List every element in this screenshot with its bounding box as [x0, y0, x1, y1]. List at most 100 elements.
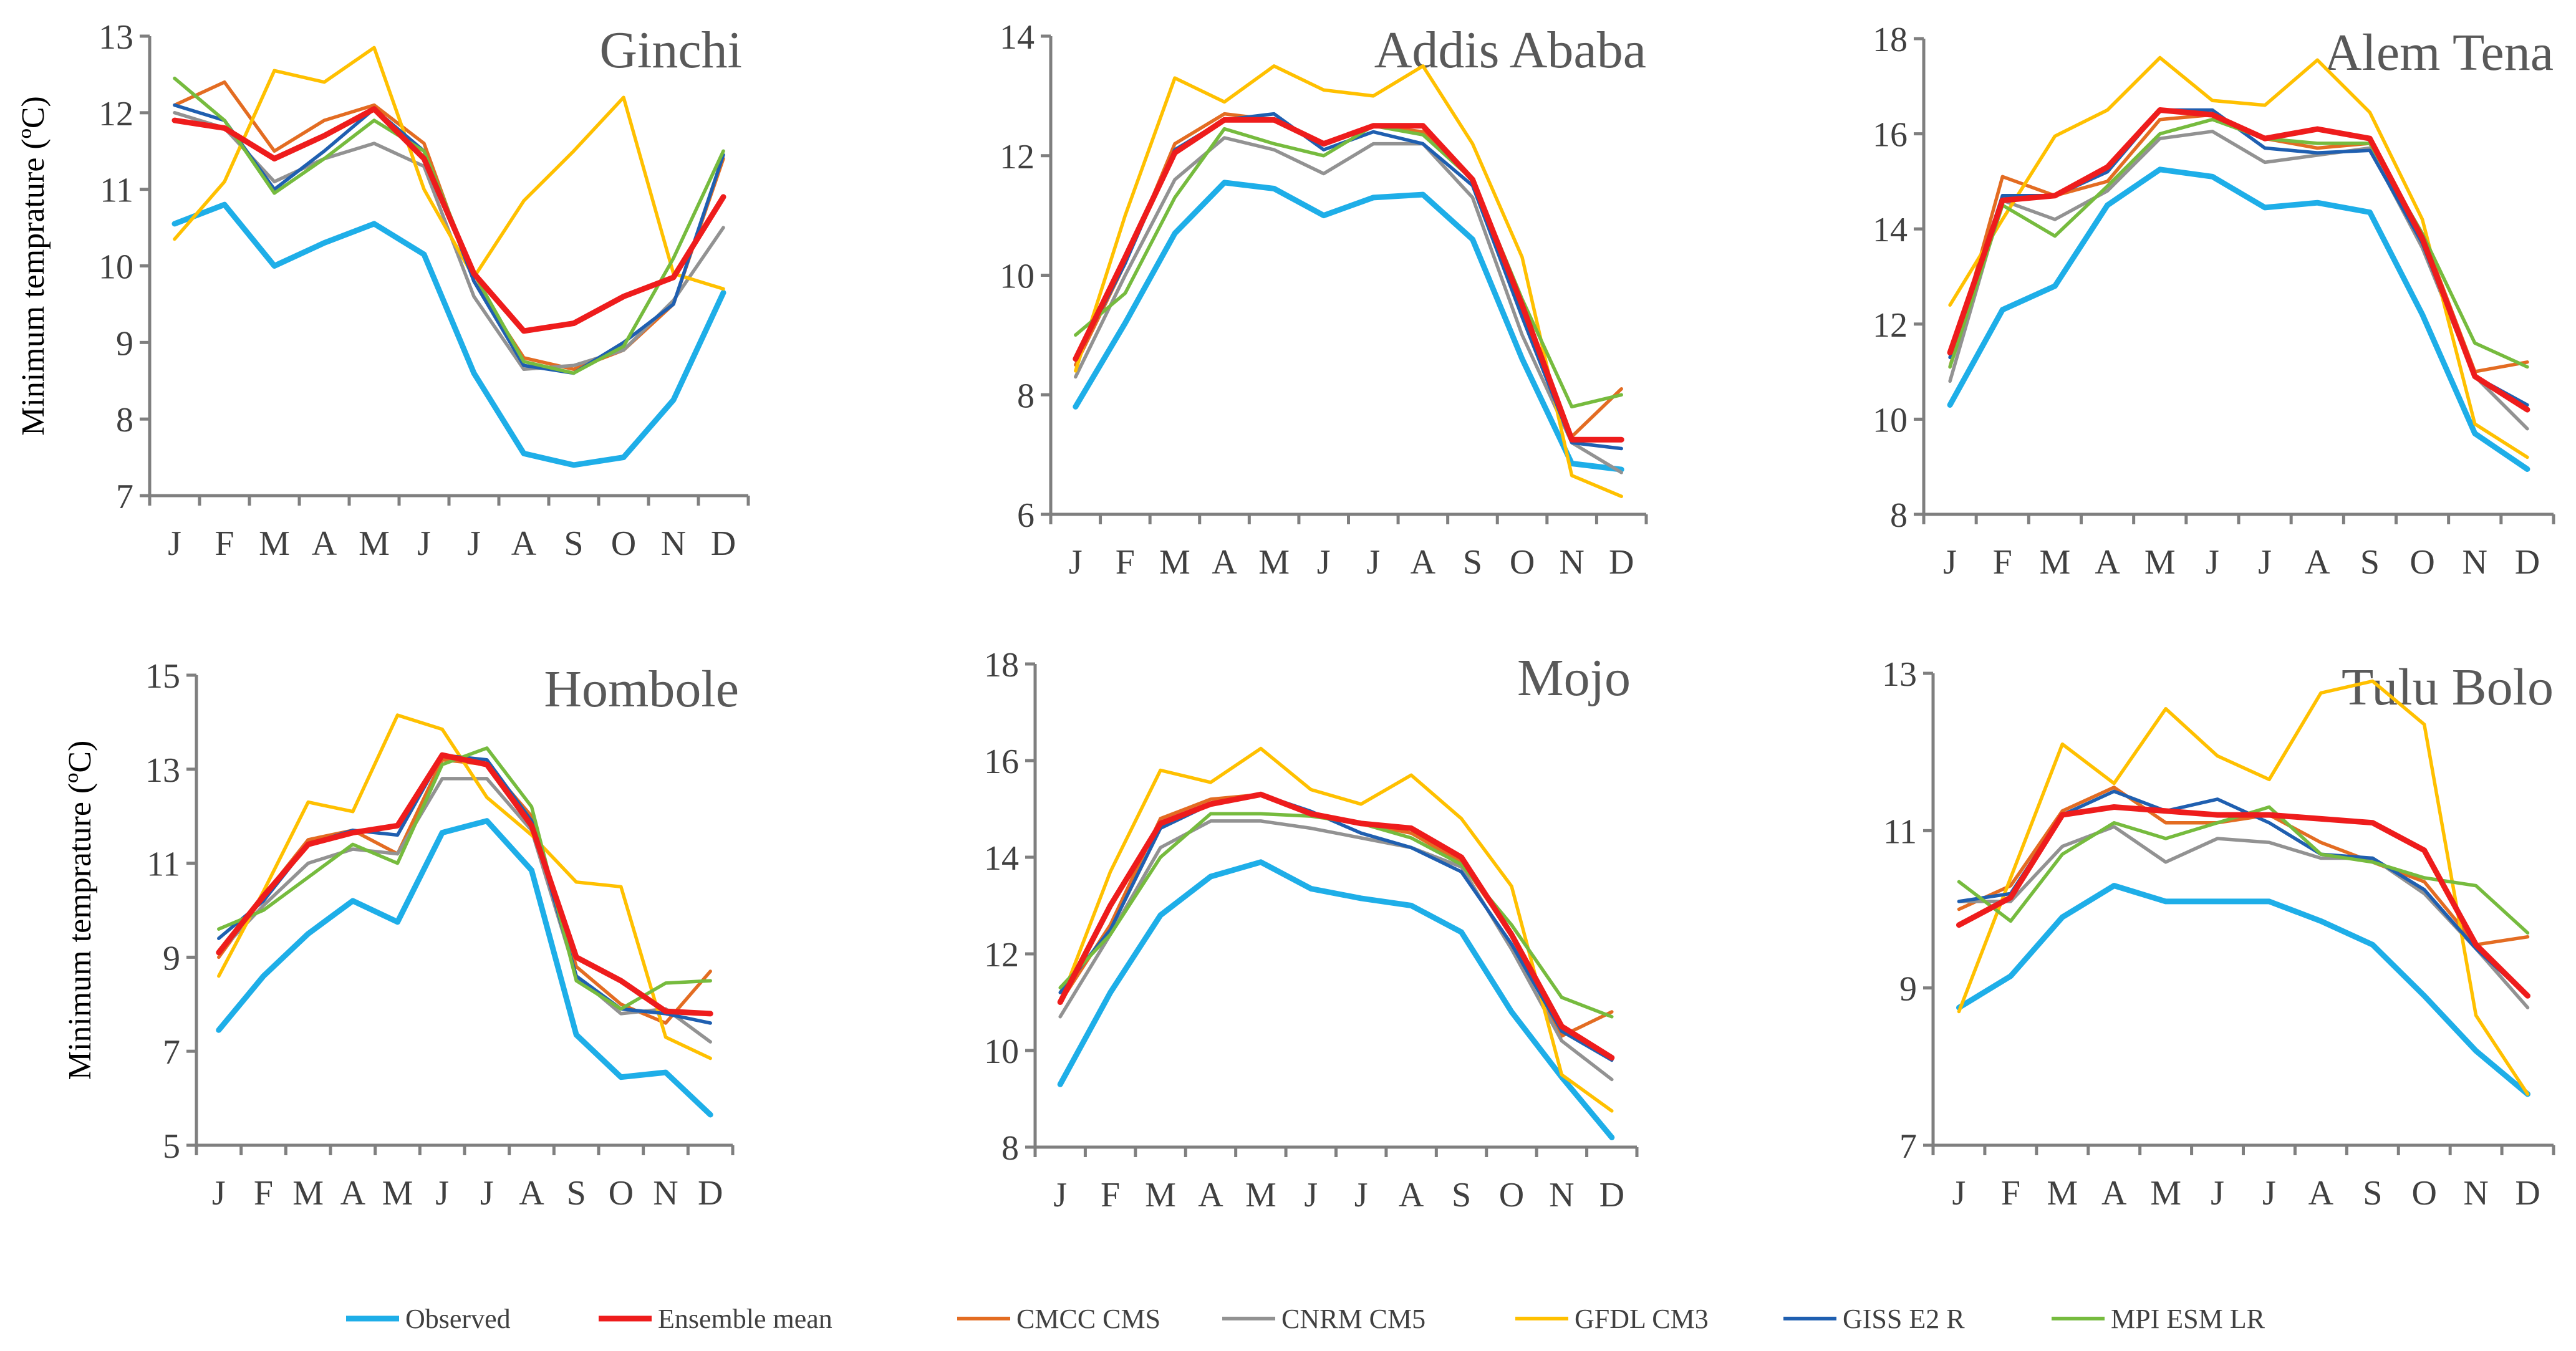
y-axis-title: Minimum temprature (ºC): [16, 96, 51, 436]
x-tick-label: D: [698, 1174, 723, 1213]
y-tick-label: 11: [147, 845, 180, 884]
x-tick-label: F: [1993, 543, 2012, 582]
x-tick-label: J: [2206, 543, 2219, 582]
y-tick-label: 16: [1873, 116, 1908, 155]
series-line-cmcc-cms: [1948, 113, 2529, 373]
x-tick-label: N: [2463, 543, 2487, 582]
x-tick-label: J: [2262, 1174, 2276, 1213]
x-tick-label: M: [2047, 1174, 2078, 1213]
y-tick-label: 14: [1873, 211, 1908, 249]
x-tick-label: F: [215, 524, 234, 563]
x-tick-label: O: [1510, 543, 1535, 582]
x-tick-label: A: [1399, 1176, 1424, 1214]
series-line-observed: [1947, 166, 2530, 472]
series-line-cnrm-cm5: [1074, 136, 1623, 474]
x-tick-label: M: [2144, 543, 2176, 582]
series-line-gfdl-cm3: [1074, 64, 1623, 498]
series-line-mpi-esm-lr: [1058, 812, 1614, 1019]
y-tick-label: 9: [163, 939, 180, 978]
x-tick-label: M: [382, 1174, 413, 1213]
x-tick-label: J: [1943, 543, 1957, 582]
y-tick-label: 7: [116, 478, 133, 516]
series-line-cmcc-cms: [1074, 112, 1623, 439]
y-tick-label: 13: [1882, 655, 1917, 694]
x-tick-label: O: [609, 1174, 634, 1213]
series-line-gfdl-cm3: [1058, 746, 1614, 1113]
x-tick-label: J: [168, 524, 181, 563]
y-tick-label: 12: [1873, 306, 1908, 345]
legend-label: GFDL CM3: [1575, 1304, 1709, 1334]
y-tick-label: 18: [984, 646, 1019, 685]
series-line-mpi-esm-lr: [1948, 117, 2529, 369]
x-tick-label: O: [2411, 1174, 2436, 1213]
y-tick-label: 12: [984, 936, 1019, 974]
x-tick-label: J: [1069, 543, 1083, 582]
y-tick-label: 10: [99, 248, 133, 287]
legend-label: GISS E2 R: [1843, 1304, 1965, 1334]
series-line-ensemble-mean: [1956, 804, 2530, 999]
x-tick-label: J: [1317, 543, 1331, 582]
x-tick-label: F: [1116, 543, 1135, 582]
x-tick-label: F: [254, 1174, 273, 1213]
x-tick-label: J: [2258, 543, 2272, 582]
x-tick-label: S: [567, 1174, 586, 1213]
series-line-ensemble-mean: [1057, 791, 1615, 1061]
x-tick-label: O: [2410, 543, 2434, 582]
panel-title: Ginchi: [599, 21, 742, 79]
series-line-gfdl-cm3: [217, 713, 712, 1060]
series-line-mpi-esm-lr: [1074, 124, 1623, 409]
x-tick-label: M: [2040, 543, 2071, 582]
y-tick-label: 13: [145, 751, 180, 790]
x-tick-label: N: [653, 1174, 678, 1213]
x-tick-label: A: [1212, 543, 1237, 582]
legend-label: CMCC CMS: [1016, 1304, 1160, 1334]
x-tick-label: M: [359, 524, 390, 563]
x-tick-label: O: [1499, 1176, 1524, 1214]
x-tick-label: M: [292, 1174, 324, 1213]
x-tick-label: J: [1354, 1176, 1368, 1214]
x-tick-label: S: [1463, 543, 1482, 582]
x-tick-label: J: [1304, 1176, 1318, 1214]
series-line-observed: [216, 818, 713, 1118]
x-tick-label: A: [511, 524, 537, 563]
x-tick-label: J: [1053, 1176, 1067, 1214]
y-tick-label: 7: [163, 1033, 180, 1072]
x-tick-label: S: [1452, 1176, 1471, 1214]
y-tick-label: 13: [99, 18, 133, 57]
legend-label: Observed: [405, 1304, 511, 1334]
series-line-ensemble-mean: [216, 752, 713, 1017]
x-tick-label: J: [480, 1174, 494, 1213]
x-tick-label: O: [611, 524, 636, 563]
series-line-gfdl-cm3: [173, 46, 725, 291]
x-tick-label: N: [2463, 1174, 2488, 1213]
x-tick-label: N: [1559, 543, 1584, 582]
x-tick-label: A: [519, 1174, 544, 1213]
series-line-gfdl-cm3: [1957, 679, 2530, 1096]
x-tick-label: M: [1258, 543, 1290, 582]
x-tick-label: N: [1549, 1176, 1574, 1214]
y-tick-label: 7: [1899, 1127, 1917, 1166]
x-tick-label: J: [1952, 1174, 1966, 1213]
series-line-cnrm-cm5: [217, 777, 712, 1044]
x-tick-label: M: [1159, 543, 1190, 582]
y-tick-label: 15: [145, 657, 180, 696]
y-tick-label: 16: [984, 743, 1019, 781]
legend-label: CNRM CM5: [1281, 1304, 1425, 1334]
y-tick-label: 8: [1890, 496, 1908, 535]
y-tick-label: 10: [1873, 401, 1908, 440]
x-tick-label: M: [1145, 1176, 1176, 1214]
x-tick-label: M: [2150, 1174, 2181, 1213]
series-line-observed: [171, 201, 726, 468]
y-tick-label: 12: [99, 95, 133, 133]
x-tick-label: A: [1198, 1176, 1223, 1214]
x-tick-label: F: [2001, 1174, 2020, 1213]
series-line-ensemble-mean: [1947, 107, 2530, 413]
legend-label: Ensemble mean: [658, 1304, 832, 1334]
series-line-observed: [1073, 180, 1624, 473]
panel-title: Alem Tena: [2324, 24, 2554, 82]
